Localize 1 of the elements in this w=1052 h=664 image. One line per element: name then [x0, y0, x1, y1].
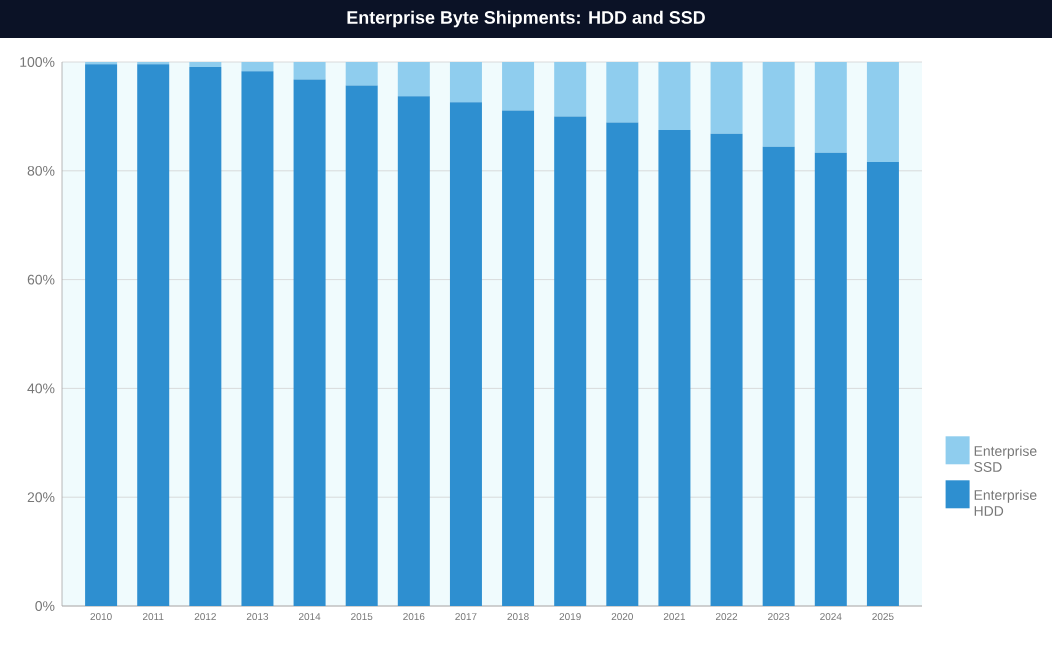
chart-title: Enterprise Byte Shipments: HDD and SSD: [347, 10, 705, 28]
